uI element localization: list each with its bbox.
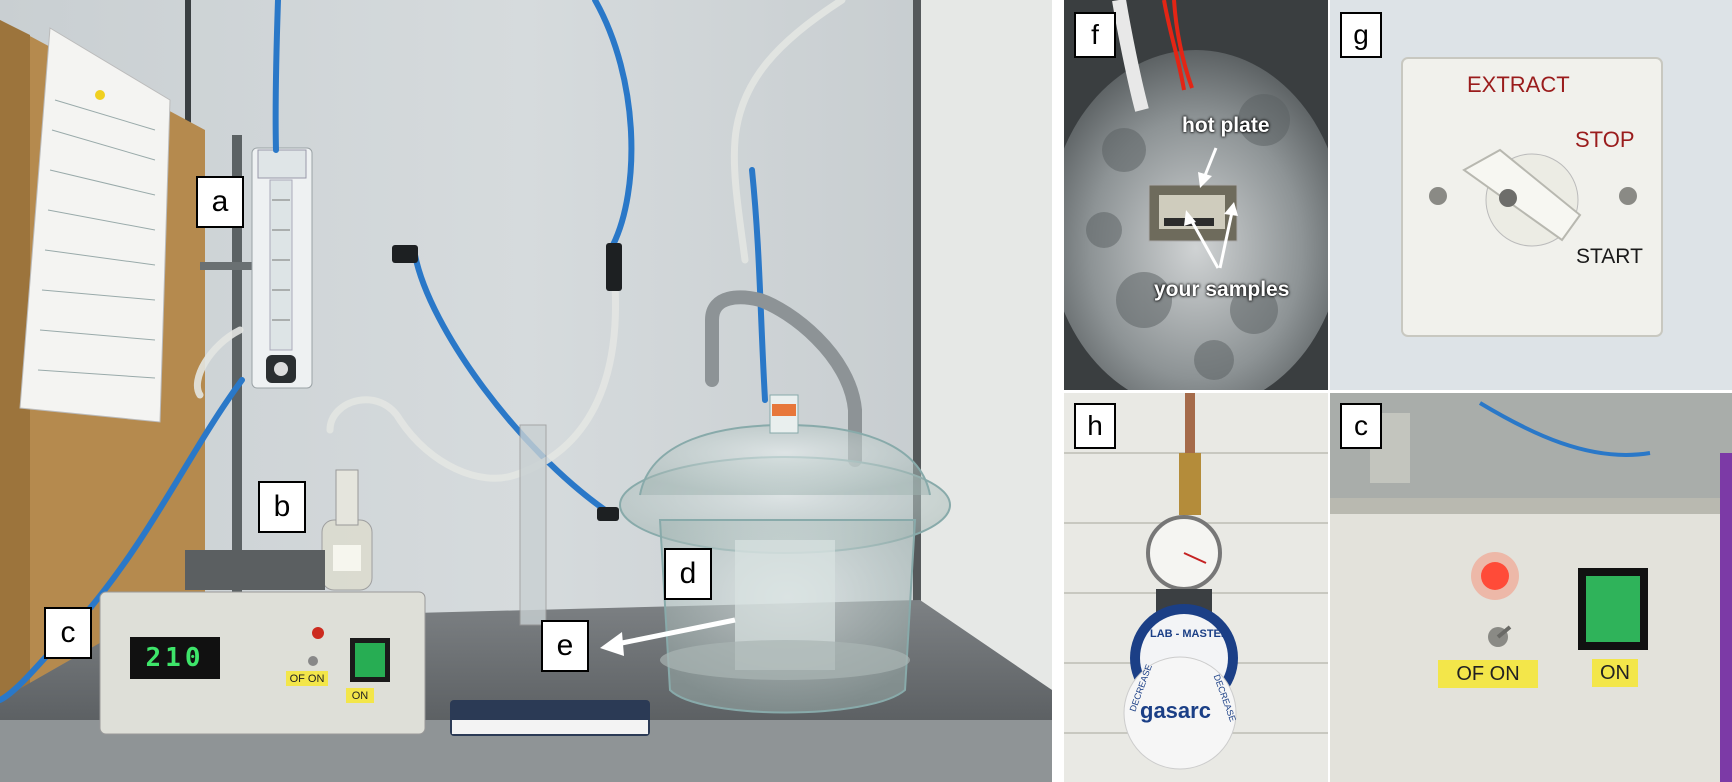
toggle-switch-label: OF ON <box>286 671 328 686</box>
label-b: b <box>258 481 306 533</box>
main-photo <box>0 0 1052 782</box>
flowmeter <box>251 147 313 389</box>
extract-label: EXTRACT <box>1467 72 1570 97</box>
label-g: g <box>1340 12 1382 58</box>
hot-plate-photo <box>1064 0 1328 390</box>
panel-g-extract-switch: EXTRACT STOP START g <box>1330 0 1732 390</box>
panel-f-hot-plate: hot plate your samples f <box>1064 0 1328 390</box>
regulator-brand: gasarc <box>1140 698 1211 723</box>
gas-bubbler-bottle <box>321 469 373 591</box>
label-h: h <box>1074 403 1116 449</box>
panel-c-control-closeup: OF ON ON c <box>1330 393 1732 782</box>
start-label: START <box>1576 245 1643 268</box>
heater-control-box <box>99 591 426 735</box>
toggle-switch-label-closeup: OF ON <box>1438 660 1538 688</box>
label-c: c <box>44 607 92 659</box>
power-switch-label-closeup: ON <box>1592 659 1638 687</box>
temperature-display: 210 <box>145 643 205 673</box>
label-c-closeup: c <box>1340 403 1382 449</box>
label-a: a <box>196 176 244 228</box>
control-closeup-photo <box>1330 393 1732 782</box>
hot-plate-caption: hot plate <box>1182 114 1270 137</box>
stop-label: STOP <box>1575 127 1635 152</box>
panel-h-gas-regulator: LAB - MASTER gasarc DECREASE DECREASE h <box>1064 393 1328 782</box>
glass-desiccator <box>619 394 951 714</box>
gas-regulator-photo <box>1064 393 1328 782</box>
label-f: f <box>1074 12 1116 58</box>
main-photo-panel: 210 OF ON ON a b c d e <box>0 0 1052 782</box>
label-e: e <box>541 620 589 672</box>
power-switch-label: ON <box>346 688 374 703</box>
label-d: d <box>664 548 712 600</box>
paper-form <box>19 27 171 423</box>
extract-switch-photo <box>1330 0 1732 390</box>
regulator-ring-text: LAB - MASTER <box>1150 628 1229 640</box>
samples-caption: your samples <box>1154 278 1290 301</box>
